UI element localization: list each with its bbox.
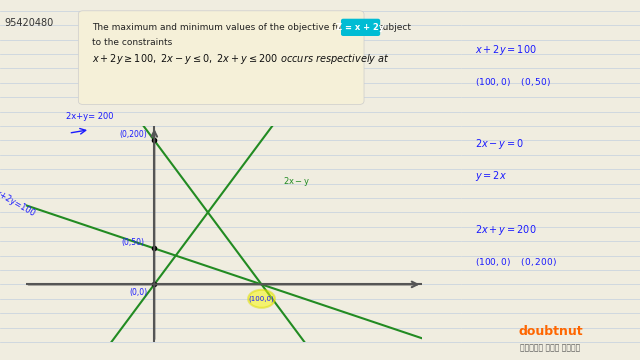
Ellipse shape bbox=[248, 290, 275, 308]
Text: $(100, 0)$    $(0, 50)$: $(100, 0)$ $(0, 50)$ bbox=[475, 76, 551, 87]
Text: (0,0): (0,0) bbox=[129, 288, 147, 297]
Text: $x + 2y \geq 100,\ 2x - y \leq 0,\ 2x + y \leq 200$ occurs respectively at: $x + 2y \geq 100,\ 2x - y \leq 0,\ 2x + … bbox=[92, 52, 390, 66]
Text: $(100, 0)$    $(0, 200)$: $(100, 0)$ $(0, 200)$ bbox=[475, 256, 557, 267]
Text: doubtnut: doubtnut bbox=[518, 325, 582, 338]
Text: subject: subject bbox=[379, 23, 412, 32]
Text: 2x+y= 200: 2x+y= 200 bbox=[66, 112, 114, 121]
Text: Z = x + 2y: Z = x + 2y bbox=[336, 22, 385, 31]
Text: $2x - y = 0$: $2x - y = 0$ bbox=[475, 137, 524, 151]
Text: $y = 2x$: $y = 2x$ bbox=[475, 169, 507, 183]
Text: The maximum and minimum values of the objective function: The maximum and minimum values of the ob… bbox=[92, 23, 370, 32]
Text: (0,50): (0,50) bbox=[122, 238, 145, 247]
FancyBboxPatch shape bbox=[78, 11, 364, 104]
Text: 95420480: 95420480 bbox=[4, 18, 54, 28]
Text: (100,0): (100,0) bbox=[249, 296, 275, 302]
Text: (0,200): (0,200) bbox=[119, 130, 147, 139]
Text: पढ़ना हुआ आसान: पढ़ना हुआ आसान bbox=[520, 344, 580, 353]
FancyBboxPatch shape bbox=[341, 19, 380, 36]
Text: $x + 2y = 100$: $x + 2y = 100$ bbox=[475, 43, 537, 57]
Text: to the constraints: to the constraints bbox=[92, 38, 172, 47]
Text: x+2y=100: x+2y=100 bbox=[0, 188, 36, 218]
Text: $2x + y = 200$: $2x + y = 200$ bbox=[475, 223, 537, 237]
Text: $\mathdefault{2x-y}$: $\mathdefault{2x-y}$ bbox=[283, 175, 310, 188]
